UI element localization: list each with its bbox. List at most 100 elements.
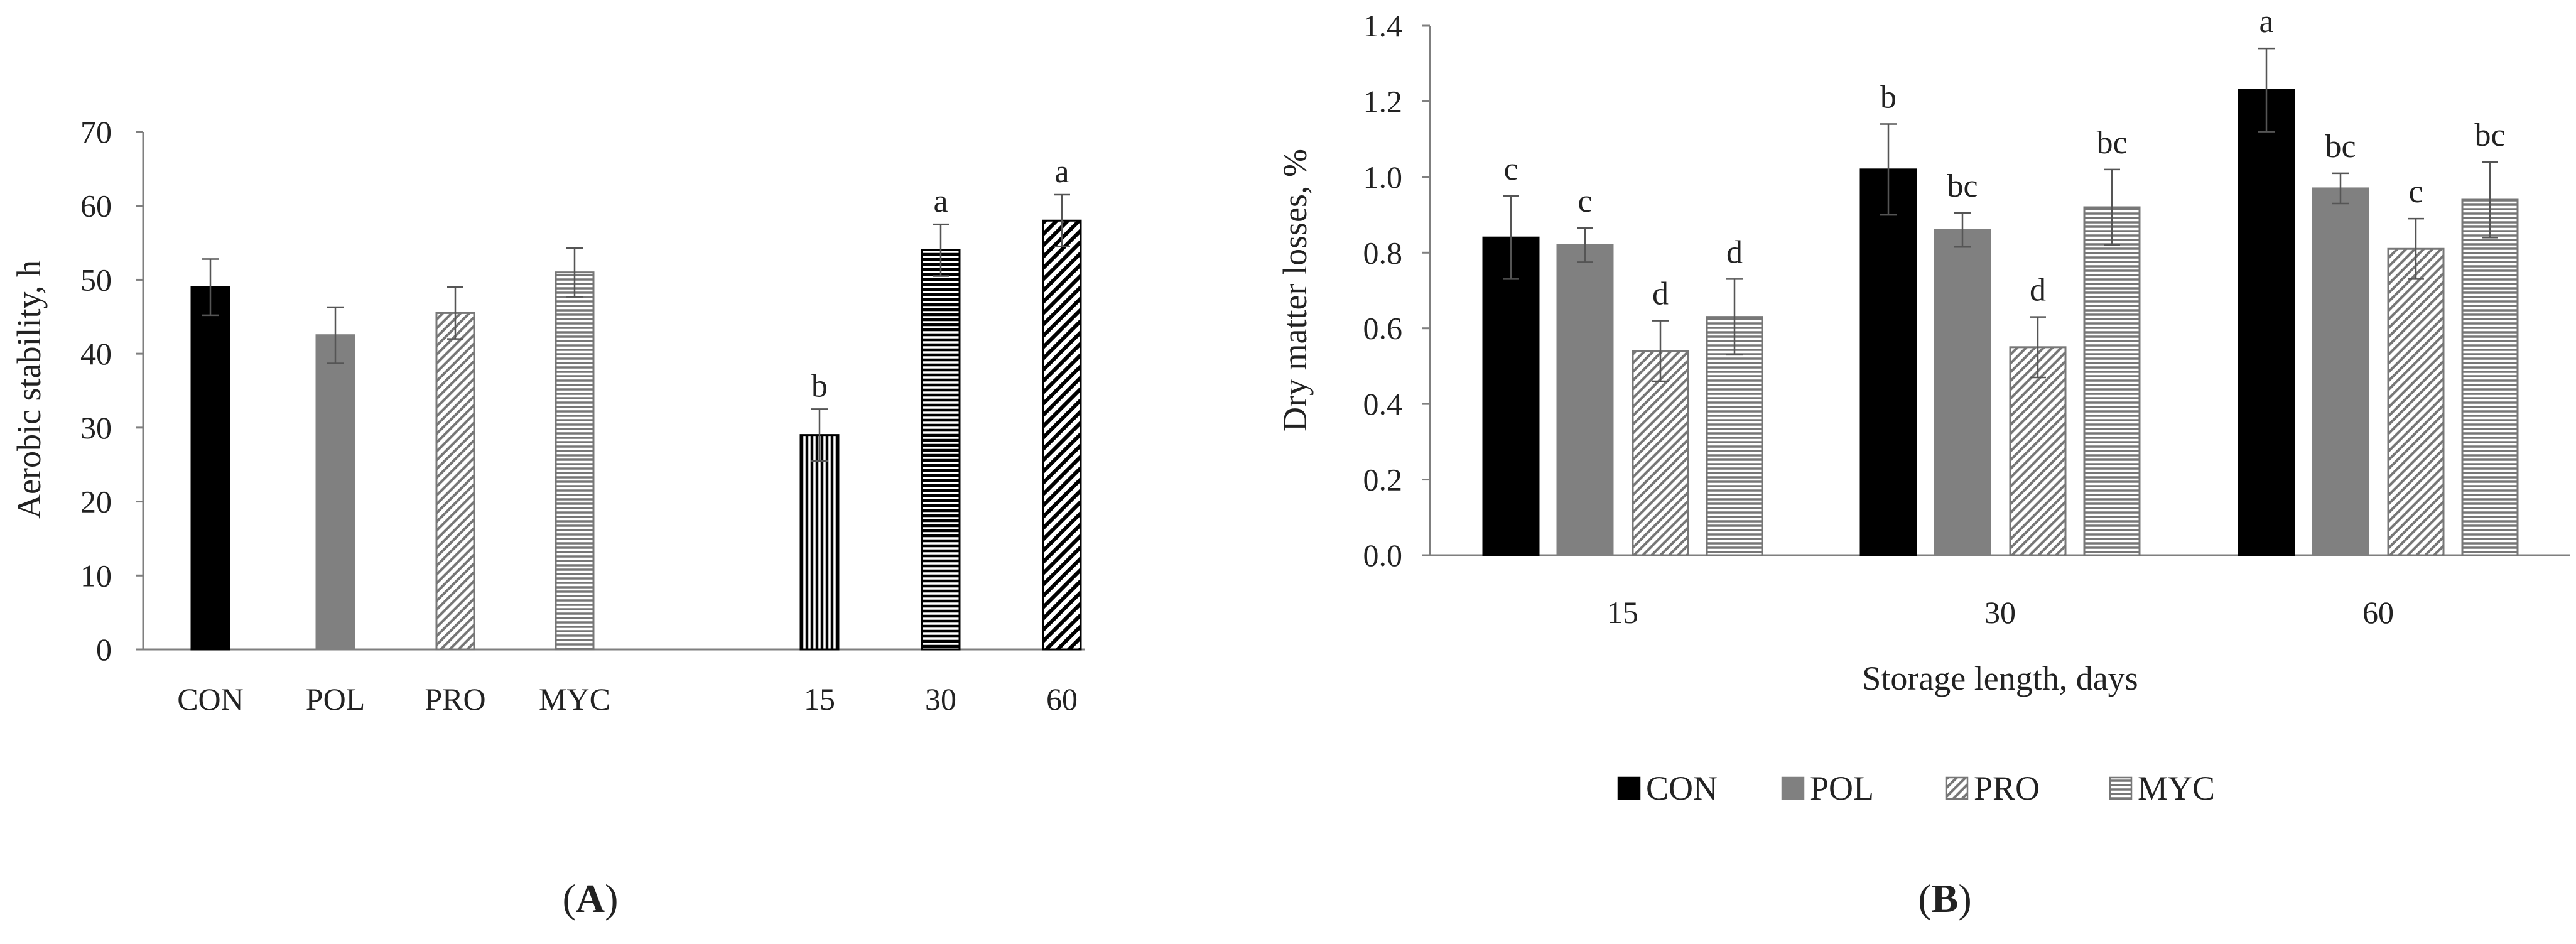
y-tick-label-b: 1.2 bbox=[1363, 84, 1403, 119]
bar-myc-15-sig-label: d bbox=[1726, 234, 1743, 270]
bars-b: 15 c c d d 30 b bc d bc 60 a bc c bc bbox=[1482, 4, 2519, 630]
bar-con-15-sig-label: c bbox=[1503, 151, 1518, 187]
legend-b: CON POL PRO MYC bbox=[1617, 769, 2215, 807]
bar-con-15-error-bar bbox=[1503, 195, 1519, 280]
bar-pro-60 bbox=[2387, 247, 2445, 556]
y-tick-label-b: 1.0 bbox=[1363, 160, 1403, 195]
x-tick-label-15: 15 bbox=[804, 681, 835, 717]
panel-label-b: (B) bbox=[1918, 876, 1971, 921]
bar-pro-60-sig-label: c bbox=[2408, 174, 2423, 210]
bar-30 bbox=[921, 249, 961, 651]
bar-pro-15-error-bar bbox=[1652, 320, 1669, 382]
y-tick-label-a: 70 bbox=[80, 114, 112, 149]
bar-15-sig-label: b bbox=[811, 368, 828, 404]
bar-15 bbox=[799, 434, 840, 651]
bar-con-60-error-bar bbox=[2258, 47, 2275, 133]
bar-myc-15-error-bar bbox=[1726, 278, 1743, 356]
y-tick-label-a: 10 bbox=[80, 558, 112, 593]
bar-30-error-bar bbox=[933, 223, 949, 277]
bar-con-60-sig-label: a bbox=[2259, 4, 2273, 40]
bar-pro-15-sig-label: d bbox=[1652, 276, 1669, 312]
bar-myc-error-bar bbox=[566, 247, 583, 298]
panel-letter-b: B bbox=[1932, 876, 1959, 921]
y-tick-label-a: 60 bbox=[80, 188, 112, 224]
x-tick-label-60: 60 bbox=[2362, 595, 2394, 630]
bar-myc-60-sig-label: bc bbox=[2474, 117, 2505, 153]
y-tick-label-b: 0.0 bbox=[1363, 538, 1403, 573]
bar-con-15 bbox=[1482, 236, 1540, 556]
bar-pol-60-error-bar bbox=[2332, 172, 2349, 205]
bar-pro-60-error-bar bbox=[2408, 217, 2424, 280]
bar-con-60 bbox=[2238, 89, 2295, 556]
bar-myc-60-error-bar bbox=[2482, 161, 2498, 239]
bar-pol-15 bbox=[1556, 244, 1614, 556]
bar-60-sig-label: a bbox=[1054, 154, 1069, 190]
bar-pol-30 bbox=[1934, 229, 1991, 556]
y-tick-label-b: 0.6 bbox=[1363, 311, 1403, 346]
bar-pol-30-error-bar bbox=[1954, 212, 1971, 248]
y-tick-label-a: 20 bbox=[80, 484, 112, 519]
panel-label-a: (A) bbox=[563, 876, 619, 921]
y-tick-labels-b: 0.0 0.2 0.4 0.6 0.8 1.0 1.2 1.4 bbox=[1363, 8, 1430, 573]
bar-pro bbox=[435, 312, 475, 651]
bar-30-sig-label: a bbox=[933, 183, 948, 219]
bar-pro-30 bbox=[2009, 346, 2067, 556]
x-tick-label-15: 15 bbox=[1607, 595, 1638, 630]
y-tick-label-a: 30 bbox=[80, 410, 112, 445]
legend-swatch-myc bbox=[2109, 776, 2133, 800]
bar-myc-30-sig-label: bc bbox=[2096, 125, 2127, 161]
y-tick-label-b: 0.4 bbox=[1363, 386, 1403, 421]
legend-label-pol: POL bbox=[1810, 769, 1874, 807]
x-tick-label-pro: PRO bbox=[425, 681, 485, 717]
legend-swatch-con bbox=[1617, 776, 1641, 800]
bar-myc-15 bbox=[1706, 316, 1763, 556]
bar-con-error-bar bbox=[202, 258, 219, 317]
legend-label-myc: MYC bbox=[2138, 769, 2215, 807]
bar-myc-30 bbox=[2083, 206, 2141, 556]
x-tick-label-pol: POL bbox=[306, 681, 365, 717]
bar-pol-60-sig-label: bc bbox=[2325, 129, 2356, 165]
y-axis-title-b: Dry matter losses, % bbox=[1276, 149, 1314, 431]
y-tick-label-a: 50 bbox=[80, 262, 112, 297]
panel-letter-a: A bbox=[576, 876, 605, 921]
bar-pro-error-bar bbox=[447, 286, 463, 340]
x-tick-label-myc: MYC bbox=[539, 681, 610, 717]
x-tick-label-60: 60 bbox=[1046, 681, 1078, 717]
y-tick-label-b: 0.8 bbox=[1363, 235, 1403, 270]
bars-a: CON POL PRO MYC b 15 a 30 a 60 bbox=[177, 154, 1082, 717]
bar-myc-60 bbox=[2461, 198, 2519, 556]
legend-label-pro: PRO bbox=[1974, 769, 2040, 807]
bar-con-30-error-bar bbox=[1880, 123, 1897, 216]
y-tick-label-a: 0 bbox=[96, 632, 112, 667]
chart-a: Aerobic stability, h 0 10 20 30 40 50 60 70 CON… bbox=[10, 114, 1085, 921]
x-tick-label-30: 30 bbox=[1984, 595, 2016, 630]
bar-15-error-bar bbox=[811, 408, 828, 462]
bar-con-30-sig-label: b bbox=[1880, 80, 1897, 116]
x-tick-label-30: 30 bbox=[925, 681, 956, 717]
bar-pol bbox=[315, 334, 355, 651]
bar-60-error-bar bbox=[1054, 193, 1070, 247]
bar-myc bbox=[555, 271, 595, 651]
bar-pro-15 bbox=[1632, 350, 1689, 556]
y-tick-label-b: 0.2 bbox=[1363, 462, 1403, 497]
legend-swatch-pro bbox=[1945, 776, 1969, 800]
bar-pol-15-error-bar bbox=[1577, 227, 1593, 263]
bar-con-30 bbox=[1859, 168, 1917, 556]
y-axis-title-a: Aerobic stability, h bbox=[10, 260, 48, 519]
x-tick-label-con: CON bbox=[177, 681, 244, 717]
bar-con bbox=[190, 286, 230, 651]
chart-b: Dry matter losses, % Storage length, day… bbox=[1276, 4, 2570, 921]
bar-60 bbox=[1042, 219, 1082, 651]
legend-swatch-pol bbox=[1781, 776, 1805, 800]
legend-label-con: CON bbox=[1646, 769, 1718, 807]
bar-pol-error-bar bbox=[327, 306, 344, 364]
y-tick-label-b: 1.4 bbox=[1363, 8, 1403, 43]
x-axis-title-b: Storage length, days bbox=[1862, 659, 2138, 697]
y-tick-label-a: 40 bbox=[80, 336, 112, 371]
bar-pro-30-sig-label: d bbox=[2030, 273, 2046, 308]
bar-pol-30-sig-label: bc bbox=[1947, 168, 1978, 204]
bar-pol-60 bbox=[2312, 187, 2369, 556]
bar-pol-15-sig-label: c bbox=[1578, 183, 1592, 219]
y-tick-labels-a: 0 10 20 30 40 50 60 70 bbox=[80, 114, 143, 667]
